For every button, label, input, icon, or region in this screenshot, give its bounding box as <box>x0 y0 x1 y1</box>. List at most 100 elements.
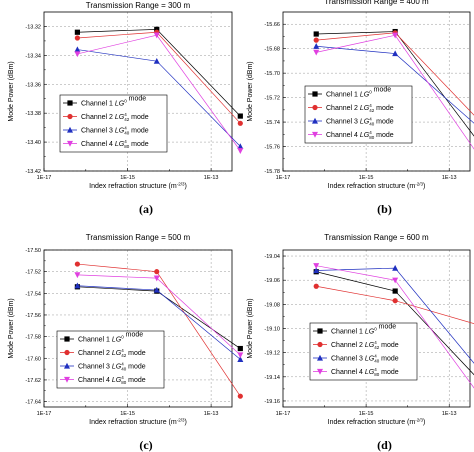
data-point <box>237 393 243 399</box>
data-point <box>74 282 81 289</box>
legend-channel-name: Channel 2 <box>331 342 365 349</box>
chart-panel-3: Transmission Range = 500 m -17.50 -17.52 -1… <box>8 233 244 452</box>
legend-mode-end: mode <box>374 132 394 139</box>
x-tick-label: 1E-17 <box>276 411 291 417</box>
x-axis-title-sup: -2/3 <box>415 418 423 423</box>
y-tick-label: -13.42 <box>25 169 41 175</box>
x-tick-label: 1E-17 <box>276 175 291 181</box>
legend-entry-2: Channel 2 LG4 42 mode <box>308 103 394 113</box>
legend-label: Channel 2 LG4 42 mode <box>326 103 394 113</box>
legend-box <box>56 330 165 389</box>
y-tick-label: -19.08 <box>264 302 280 308</box>
legend-label: Channel 3 LG4 40 mode <box>331 354 399 364</box>
legend-lg-text: LG <box>112 337 122 344</box>
x-tick-label: 1E-15 <box>120 175 135 181</box>
legend-box <box>59 94 168 153</box>
y-axis-title: Mode Power (dBm) <box>8 298 15 358</box>
chart-panel-4: Transmission Range = 600 m -19.04 -19.06 -1… <box>247 233 474 452</box>
legend-lg-text: LG <box>112 377 122 384</box>
legend-label: Channel 4 LG4 80 mode <box>78 375 146 385</box>
legend-marker <box>67 140 73 147</box>
data-point <box>154 269 160 275</box>
x-tick-label: 1E-13 <box>442 411 457 417</box>
legend-lg-text: LG <box>112 364 122 371</box>
y-tick-label: -19.14 <box>264 375 280 381</box>
series-2 <box>74 261 243 399</box>
plot-frame <box>282 11 471 172</box>
legend-channel-name: Channel 2 <box>326 105 360 112</box>
y-tick-label: -15.66 <box>264 22 280 28</box>
legend-mode-sup: 4 <box>124 139 127 144</box>
data-point <box>153 57 160 64</box>
legend-channel-name: Channel 2 <box>81 114 115 121</box>
legend-channel-name: Channel 1 <box>81 101 115 108</box>
legend-marker <box>312 104 318 111</box>
legend-entry-1: Channel 1 LG0 mode <box>308 87 391 99</box>
legend-mode-sub: 40 <box>369 122 375 127</box>
legend-mode-sub: 42 <box>374 345 380 350</box>
legend-mode-sub: 80 <box>374 372 380 377</box>
y-tick-label: -13.38 <box>25 111 41 117</box>
legend-label: Channel 3 LG4 40 mode <box>326 117 394 127</box>
y-tick-label: -13.36 <box>25 82 41 88</box>
y-axis-title: Mode Power (dBm) <box>247 61 254 121</box>
legend-marker <box>64 336 70 342</box>
legend-mode-sup: 4 <box>124 126 127 131</box>
series-3 <box>313 43 474 124</box>
y-tick-label: -13.32 <box>25 24 41 30</box>
data-point <box>237 113 243 119</box>
y-tick-label: -17.58 <box>25 335 41 341</box>
legend-mode-end: mode <box>124 332 144 339</box>
legend-mode-sub: 80 <box>121 380 127 385</box>
legend-mode-end: mode <box>374 105 394 112</box>
data-point <box>313 267 320 274</box>
legend-marker <box>312 91 318 97</box>
legend-marker <box>64 362 70 369</box>
legend-entry-3: Channel 3 LG4 40 mode <box>60 362 146 372</box>
data-point <box>392 298 398 304</box>
legend-channel-name: Channel 1 <box>331 329 365 336</box>
data-point <box>313 263 320 269</box>
legend-marker <box>64 376 70 383</box>
legend-lg-text: LG <box>365 356 375 363</box>
legend-mode-sup: 4 <box>369 130 372 135</box>
data-point <box>237 352 244 359</box>
legend-label: Channel 4 LG4 80 mode <box>81 139 149 149</box>
y-tick-label: -15.78 <box>264 169 280 175</box>
legend-mode-sup: 0 <box>374 327 377 332</box>
y-tick-label: -19.06 <box>264 278 280 284</box>
legend-mode-sup: 4 <box>369 103 372 108</box>
legend-marker <box>317 354 323 361</box>
y-tick-label: -17.52 <box>25 270 41 276</box>
legend-channel-name: Channel 4 <box>326 132 360 139</box>
legend-mode-sup: 4 <box>121 348 124 353</box>
legend-mode-sup: 4 <box>124 112 127 117</box>
data-point <box>153 32 160 39</box>
x-tick-label: 1E-15 <box>359 175 374 181</box>
legend-channel-name: Channel 3 <box>81 128 115 135</box>
series-4 <box>74 272 244 359</box>
legend-mode-sub: 42 <box>369 108 375 113</box>
x-axis-title-close: ) <box>184 419 186 426</box>
legend-lg-text: LG <box>360 92 370 99</box>
data-point <box>237 148 244 154</box>
legend-mode-sup: 4 <box>369 117 372 122</box>
x-tick-label: 1E-13 <box>442 175 457 181</box>
legend-entry-2: Channel 2 LG4 42 mode <box>60 348 146 358</box>
data-point <box>313 31 319 37</box>
legend-label: Channel 4 LG4 80 mode <box>331 367 399 377</box>
panel-letter: (a) <box>139 202 153 216</box>
legend-channel-name: Channel 3 <box>331 356 365 363</box>
series-4 <box>313 32 474 150</box>
x-axis-title: Index refraction structure (m-2/3) <box>89 418 187 427</box>
y-axis-title: Mode Power (dBm) <box>8 61 15 121</box>
data-point <box>392 264 399 271</box>
panel-letter: (b) <box>377 202 392 216</box>
y-tick-label: -17.56 <box>25 313 41 319</box>
data-point <box>74 46 81 53</box>
legend-mode-sup: 0 <box>369 90 372 95</box>
legend-channel-name: Channel 4 <box>81 141 115 148</box>
y-tick-label: -15.74 <box>264 120 280 126</box>
